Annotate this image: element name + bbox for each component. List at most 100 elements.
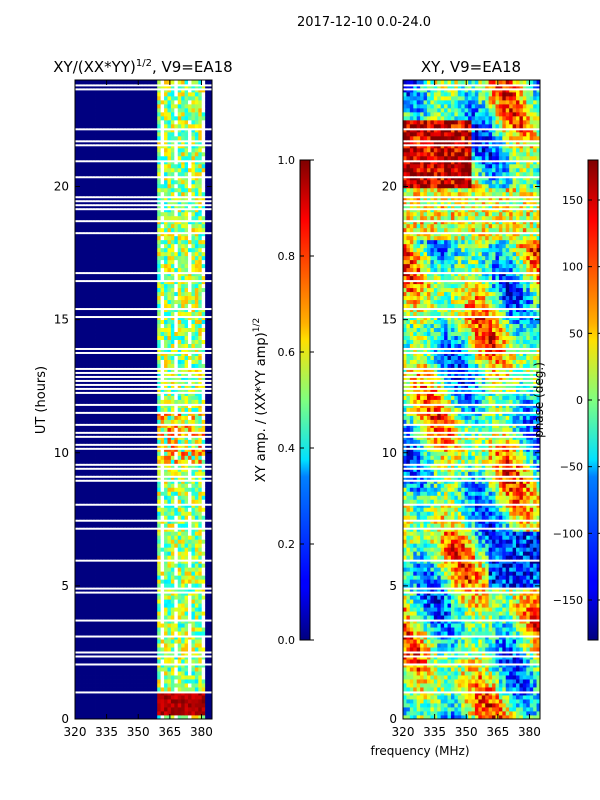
heatmap-a-cell: [150, 675, 155, 680]
heatmap-a-cell: [150, 407, 155, 412]
heatmap-a-cell: [188, 247, 192, 253]
heatmap-a-cell: [181, 223, 185, 229]
heatmap-a-cell: [208, 227, 212, 233]
heatmap-a-cell: [140, 659, 144, 664]
heatmap-a-cell: [88, 583, 93, 588]
heatmap-a-cell: [81, 639, 86, 644]
heatmap-a-cell: [177, 563, 182, 568]
heatmap-a-cell: [136, 343, 141, 348]
heatmap-a-cell: [109, 407, 114, 412]
heatmap-a-cell: [75, 239, 79, 245]
heatmap-a-cell: [75, 599, 79, 604]
heatmap-a-cell: [205, 539, 209, 544]
heatmap-a-cell: [208, 303, 212, 309]
heatmap-a-cell: [146, 299, 151, 305]
heatmap-a-cell: [95, 499, 100, 504]
heatmap-a-cell: [126, 599, 131, 604]
heatmap-a-cell: [102, 711, 107, 716]
heatmap-a-cell: [109, 223, 114, 229]
heatmap-a-cell: [109, 659, 114, 664]
heatmap-a-cell: [205, 499, 209, 504]
heatmap-a-cell: [157, 551, 162, 556]
heatmap-a-cell: [92, 451, 96, 456]
heatmap-a-cell: [198, 507, 203, 512]
heatmap-a-cell: [208, 339, 212, 344]
heatmap-a-cell: [170, 671, 175, 676]
heatmap-a-cell: [184, 227, 189, 233]
heatmap-a-cell: [198, 643, 203, 648]
heatmap-a-cell: [181, 439, 185, 444]
heatmap-a-cell: [85, 295, 90, 301]
heatmap-a-cell: [150, 683, 155, 688]
heatmap-a-cell: [153, 687, 158, 692]
heatmap-a-cell: [201, 303, 206, 309]
heatmap-a-cell: [75, 643, 79, 648]
heatmap-a-cell: [85, 679, 90, 684]
heatmap-a-cell: [167, 499, 172, 504]
heatmap-a-cell: [133, 683, 138, 688]
heatmap-a-cell: [184, 579, 189, 584]
heatmap-a-cell: [140, 319, 144, 325]
heatmap-a-cell: [95, 515, 100, 520]
heatmap-a-cell: [146, 419, 151, 424]
heatmap-a-cell: [205, 511, 209, 516]
heatmap-a-cell: [109, 687, 114, 692]
heatmap-a-cell: [129, 695, 134, 700]
heatmap-a-gap: [75, 387, 212, 390]
heatmap-a-cell: [78, 579, 83, 584]
heatmap-a-cell: [164, 599, 168, 604]
heatmap-a-cell: [105, 275, 110, 281]
heatmap-a-cell: [174, 639, 179, 644]
heatmap-a-cell: [78, 711, 83, 716]
heatmap-a-cell: [198, 639, 203, 644]
heatmap-a-cell: [177, 275, 182, 281]
heatmap-a-cell: [129, 483, 134, 488]
heatmap-a-cell: [208, 363, 212, 368]
heatmap-a-cell: [198, 263, 203, 269]
heatmap-a-cell: [167, 495, 172, 500]
heatmap-a-cell: [191, 247, 196, 253]
heatmap-a-cell: [181, 575, 185, 580]
heatmap-a-cell: [205, 355, 209, 360]
heatmap-a-cell: [136, 247, 141, 253]
heatmap-a-cell: [133, 639, 138, 644]
heatmap-a-cell: [102, 267, 107, 273]
heatmap-a-cell: [88, 699, 93, 704]
heatmap-a-cell: [133, 547, 138, 552]
heatmap-a-cell: [177, 283, 182, 289]
heatmap-a-cell: [150, 711, 155, 716]
heatmap-a-cell: [143, 291, 148, 297]
heatmap-a-cell: [205, 675, 209, 680]
heatmap-a-cell: [205, 311, 209, 317]
heatmap-a-cell: [109, 275, 114, 281]
heatmap-a-cell: [75, 283, 79, 289]
heatmap-a-gap: [75, 651, 212, 654]
heatmap-a-cell: [92, 699, 96, 704]
heatmap-a-cell: [102, 439, 107, 444]
heatmap-a-cell: [143, 247, 148, 253]
heatmap-a-cell: [181, 699, 185, 704]
heatmap-a-cell: [160, 507, 165, 512]
heatmap-a-cell: [157, 639, 162, 644]
heatmap-a-cell: [126, 483, 131, 488]
heatmap-a-cell: [126, 331, 131, 336]
heatmap-a-cell: [119, 363, 124, 368]
heatmap-a-cell: [181, 555, 185, 560]
heatmap-a-cell: [143, 471, 148, 476]
heatmap-a-cell: [85, 399, 90, 404]
heatmap-a-cell: [88, 551, 93, 556]
heatmap-a-cell: [129, 355, 134, 360]
heatmap-a-cell: [98, 539, 103, 544]
heatmap-a-cell: [105, 239, 110, 245]
heatmap-a-cell: [205, 659, 209, 664]
heatmap-a-cell: [116, 607, 120, 612]
heatmap-a-cell: [150, 659, 155, 664]
heatmap-a-cell: [92, 659, 96, 664]
heatmap-a-cell: [95, 303, 100, 309]
heatmap-a-cell: [143, 235, 148, 241]
heatmap-a-cell: [129, 715, 134, 719]
heatmap-a-cell: [119, 715, 124, 719]
heatmap-a-cell: [78, 571, 83, 576]
heatmap-a-cell: [119, 483, 124, 488]
heatmap-a-cell: [129, 507, 134, 512]
